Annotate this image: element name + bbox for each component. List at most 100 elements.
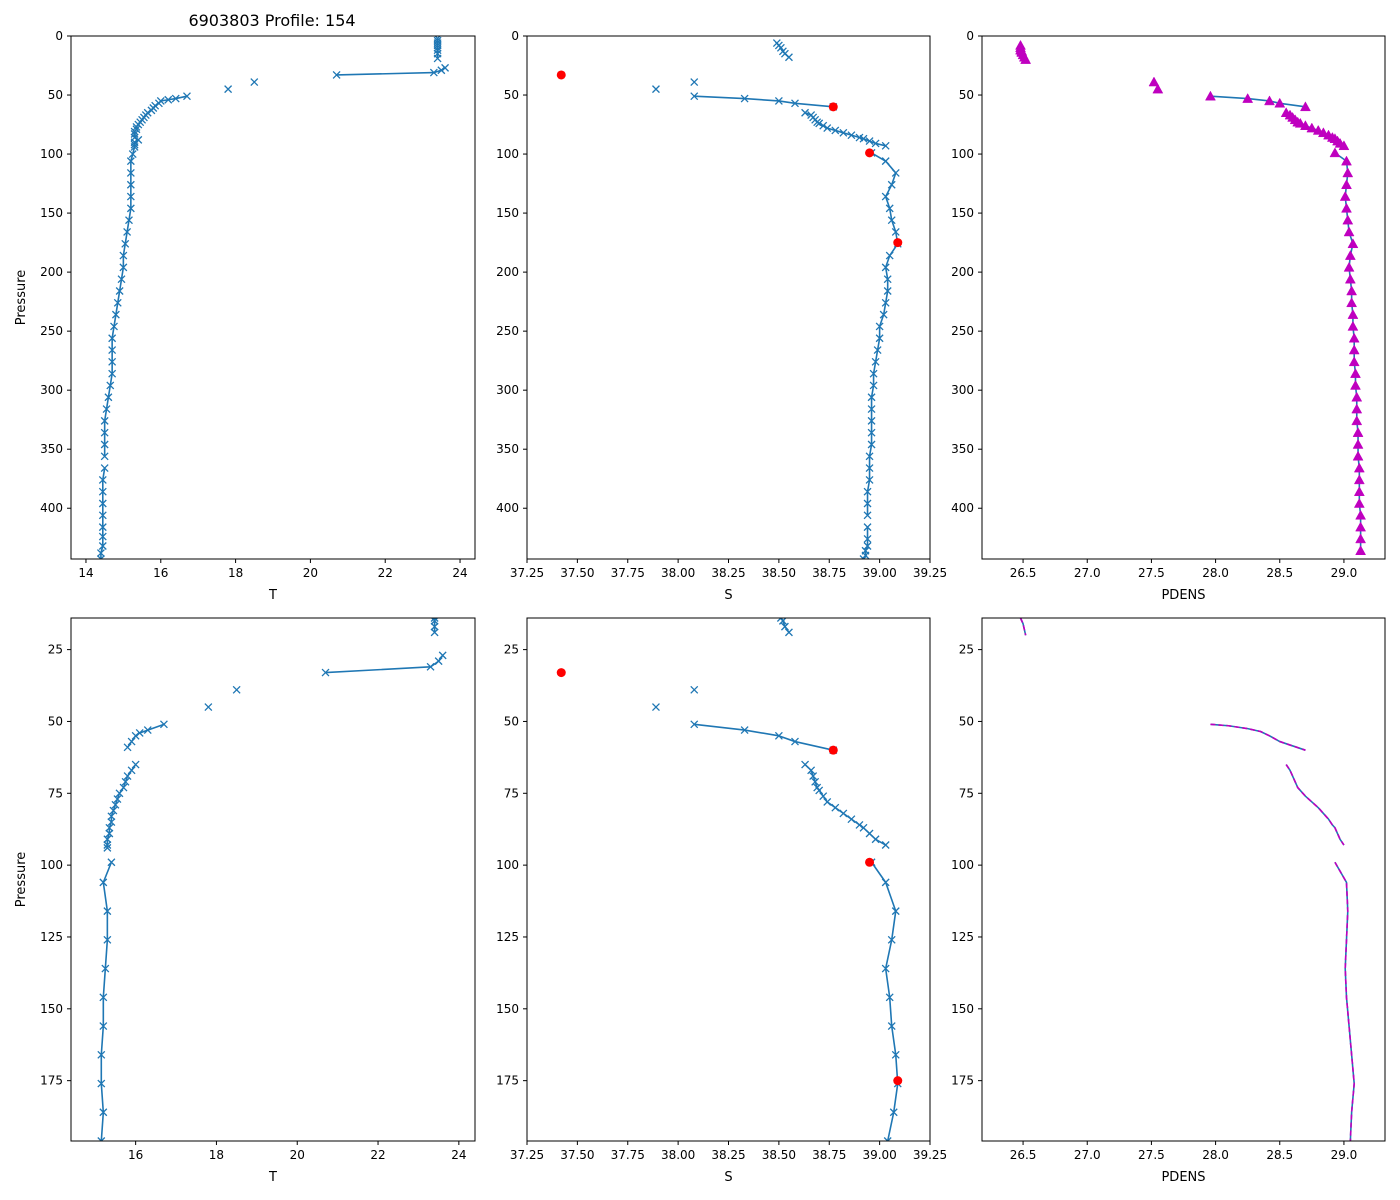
data-point: [123, 743, 132, 752]
data-point: [863, 499, 872, 508]
y-tick-label: 100: [496, 147, 519, 161]
axes-frame: [981, 35, 1386, 560]
data-point: [1346, 285, 1358, 296]
data-point: [1306, 122, 1318, 133]
y-tick-label: 50: [48, 714, 63, 728]
data-point: [134, 135, 143, 144]
data-point: [690, 720, 699, 729]
data-point: [433, 54, 442, 63]
data-point: [883, 287, 892, 295]
y-tick-label: 125: [951, 930, 974, 944]
y-tick-label: 200: [40, 265, 63, 279]
x-tick-label: 26.5: [1010, 1148, 1037, 1162]
y-tick-label: 150: [496, 206, 519, 220]
panel-top-middle: 37.25 37.50 37.75 38.00 38.25 38.50 38.75 39.00…: [496, 29, 947, 603]
data-point: [232, 685, 241, 694]
data-point: [123, 228, 132, 236]
x-tick-label: 39.00: [862, 1148, 896, 1162]
panel-bottom-middle: 37.25 37.50 37.75 38.00 38.25 38.50 38.75 39.00…: [496, 617, 947, 1185]
plot-area: [1015, 39, 1367, 555]
y-tick-label: 50: [504, 88, 519, 102]
y-tick-label: 250: [496, 324, 519, 338]
x-tick-label: 37.75: [611, 1148, 645, 1162]
data-point: [831, 126, 840, 135]
data-point: [113, 298, 122, 307]
data-point: [103, 907, 112, 916]
data-point: [105, 823, 114, 832]
data-point: [690, 78, 699, 87]
y-tick-label: 200: [951, 265, 974, 279]
data-point: [887, 935, 896, 944]
series-line: [1334, 861, 1355, 1141]
data-point: [98, 523, 107, 532]
data-point: [1355, 521, 1367, 532]
y-tick-label: 150: [496, 1002, 519, 1016]
data-point: [130, 130, 139, 138]
data-point: [1355, 533, 1367, 544]
data-point: [159, 720, 168, 729]
y-tick-label: 0: [55, 29, 63, 43]
data-point: [1344, 250, 1356, 260]
y-tick-label: 100: [951, 858, 974, 872]
data-point: [887, 216, 896, 225]
x-tick-label: 20: [303, 566, 318, 580]
y-tick-label: 100: [496, 858, 519, 872]
flagged-point: [865, 857, 875, 867]
y-tick-label: 300: [496, 383, 519, 397]
data-point: [652, 703, 660, 712]
y-tick-label: 100: [40, 147, 63, 161]
x-tick-label: 18: [209, 1148, 224, 1162]
y-tick-label: 175: [40, 1074, 63, 1088]
y-tick-label: 300: [40, 383, 63, 397]
data-point: [875, 334, 884, 343]
y-tick-label: 50: [504, 714, 519, 728]
x-tick-label: 24: [451, 1148, 466, 1162]
data-point: [1329, 147, 1341, 158]
y-tick-label: 250: [40, 324, 63, 338]
data-point: [441, 63, 450, 72]
y-tick-label: 100: [951, 147, 974, 161]
data-point: [881, 263, 890, 272]
x-tick-label: 38.50: [762, 566, 796, 580]
data-point: [332, 70, 341, 79]
data-point: [99, 1108, 108, 1117]
x-tick-label: 28.0: [1202, 566, 1229, 580]
data-point: [815, 119, 824, 128]
y-axis-label: Pressure: [14, 270, 29, 326]
data-point: [1346, 297, 1358, 308]
series-line-overlay: [1210, 723, 1306, 751]
y-tick-label: 300: [951, 383, 974, 397]
x-axis-label: T: [268, 588, 277, 603]
data-point: [98, 475, 107, 484]
data-point: [126, 157, 135, 166]
y-axis-label: Pressure: [14, 852, 29, 908]
data-point: [98, 499, 107, 508]
axes-frame: [981, 617, 1386, 1142]
data-point: [865, 452, 874, 461]
data-point: [865, 137, 874, 146]
data-point: [164, 95, 173, 104]
data-point: [867, 416, 876, 425]
data-point: [430, 628, 439, 637]
x-tick-label: 18: [228, 566, 243, 580]
y-tick-label: 350: [496, 442, 519, 456]
x-tick-label: 38.50: [762, 1148, 796, 1162]
data-point: [1347, 238, 1359, 249]
data-point: [97, 1079, 106, 1088]
data-point: [121, 777, 130, 786]
data-point: [1353, 474, 1365, 485]
data-point: [108, 346, 117, 354]
y-tick-label: 175: [951, 1074, 974, 1088]
data-point: [881, 841, 890, 849]
series-line: [336, 67, 446, 76]
data-point: [117, 275, 126, 284]
data-point: [433, 46, 442, 55]
data-point: [98, 511, 107, 520]
data-point: [881, 192, 890, 201]
data-point: [430, 618, 439, 622]
x-tick-label: 38.75: [812, 1148, 846, 1162]
data-point: [871, 357, 880, 366]
data-point: [1242, 93, 1254, 103]
flagged-point: [893, 1076, 903, 1086]
data-point: [121, 239, 130, 248]
